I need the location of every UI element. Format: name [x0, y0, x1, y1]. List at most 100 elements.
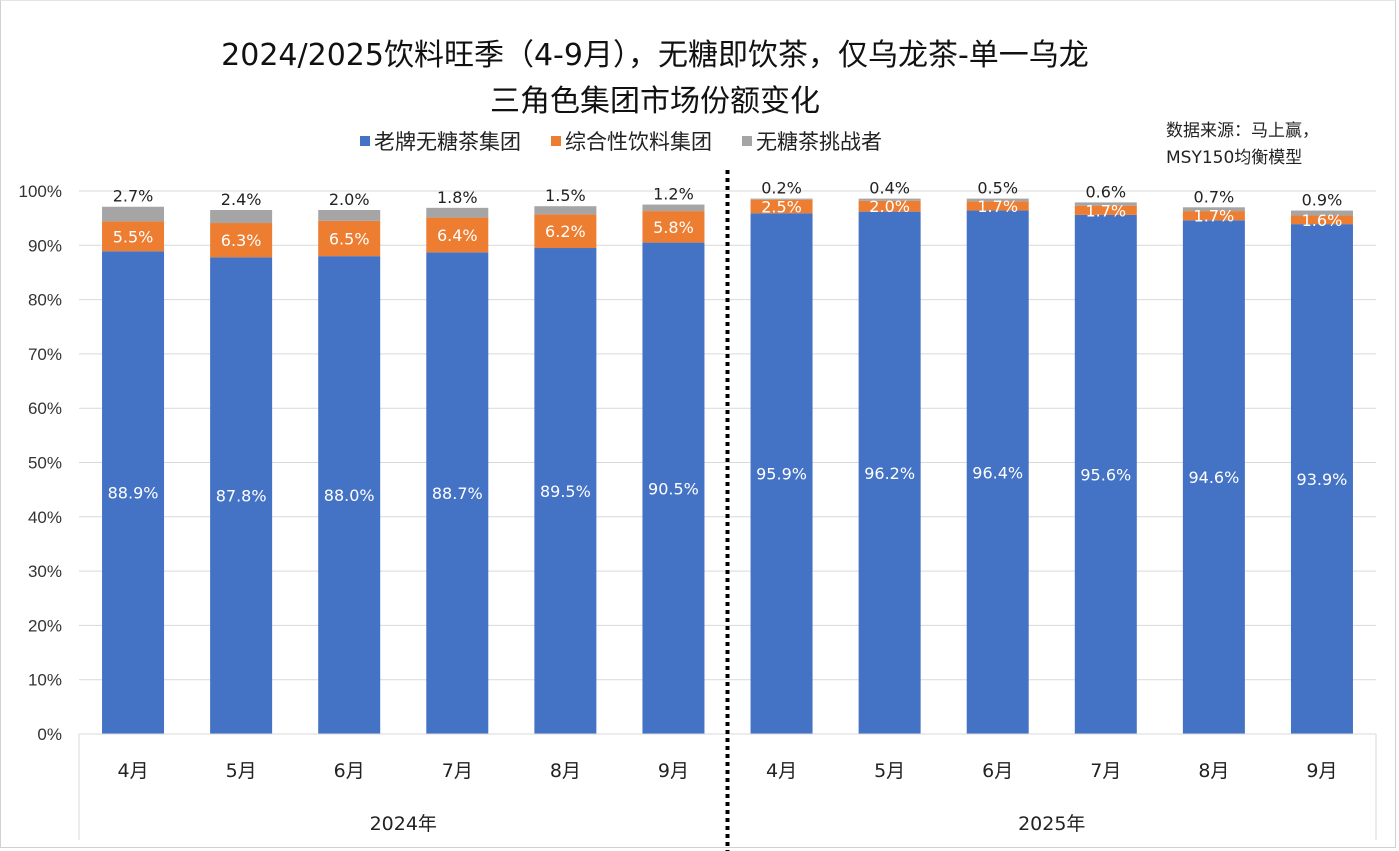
data-label-series-1: 5.8%	[653, 218, 694, 237]
bar-segment-series-0	[966, 210, 1029, 735]
y-tick-label: 50%	[28, 454, 62, 473]
bar-segment-series-1	[858, 200, 921, 212]
data-source-note: 数据来源：马上赢， MSY150均衡模型	[1166, 118, 1319, 172]
bar-segment-series-2	[426, 207, 489, 218]
bar-segment-series-2	[318, 210, 381, 221]
data-label-series-0: 95.6%	[1080, 465, 1131, 484]
x-category-label: 4月	[766, 760, 797, 782]
data-label-series-0: 88.7%	[432, 484, 483, 503]
y-tick-label: 20%	[28, 616, 62, 635]
source-line2: MSY150均衡模型	[1166, 148, 1303, 168]
data-label-series-2: 0.5%	[977, 179, 1018, 198]
bar-segment-series-2	[750, 198, 813, 200]
bar-segment-series-0	[750, 213, 813, 734]
bar-segment-series-0	[318, 256, 381, 734]
data-label-series-1: 1.7%	[1085, 201, 1126, 220]
data-label-series-1: 6.4%	[437, 226, 478, 245]
bar-segment-series-1	[426, 217, 489, 253]
data-label-series-2: 0.2%	[761, 179, 802, 198]
data-labels: 88.9% 5.5% 2.7% 87.8% 6.3% 2.4% 88.0% 6.5% 2.0% 8…	[108, 179, 1348, 506]
data-label-series-2: 1.8%	[437, 188, 478, 207]
legend-label-series-0: 老牌无糖茶集团	[374, 130, 521, 154]
data-label-series-1: 6.5%	[329, 230, 370, 249]
data-label-series-1: 1.6%	[1302, 211, 1343, 230]
y-tick-label: 40%	[28, 508, 62, 527]
data-label-series-2: 1.2%	[653, 185, 694, 204]
y-tick-label: 30%	[28, 562, 62, 581]
data-label-series-0: 94.6%	[1188, 468, 1239, 487]
bar-segment-series-1	[750, 199, 813, 214]
data-label-series-0: 88.9%	[108, 484, 159, 503]
legend-item-series-1: 综合性饮料集团	[551, 126, 712, 156]
bar-segment-series-2	[210, 210, 273, 224]
legend-label-series-2: 无糖茶挑战者	[756, 130, 882, 154]
bar-segment-series-2	[966, 198, 1029, 202]
data-label-series-2: 2.0%	[329, 190, 370, 209]
data-label-series-0: 90.5%	[648, 479, 699, 498]
data-label-series-0: 88.0%	[324, 486, 375, 505]
bar-segment-series-0	[534, 248, 597, 734]
bar-segment-series-0	[858, 211, 921, 734]
legend-item-series-0: 老牌无糖茶集团	[360, 126, 521, 156]
data-label-series-2: 0.7%	[1194, 187, 1235, 206]
x-category-label: 5月	[874, 760, 905, 782]
data-label-series-2: 2.4%	[221, 190, 262, 209]
bar-segment-series-2	[642, 204, 705, 212]
legend: 老牌无糖茶集团 综合性饮料集团 无糖茶挑战者	[360, 127, 912, 155]
bar-segment-series-1	[1290, 215, 1353, 225]
bar-segment-series-0	[642, 242, 705, 734]
y-tick-label: 100%	[19, 182, 62, 201]
chart-title-line2: 三角色集团市场份额变化	[490, 84, 820, 119]
y-tick-label: 90%	[28, 236, 62, 255]
legend-item-series-2: 无糖茶挑战者	[742, 126, 882, 156]
data-label-series-0: 87.8%	[216, 487, 267, 506]
y-tick-label: 70%	[28, 345, 62, 364]
bar-segment-series-2	[1074, 202, 1137, 206]
x-group-label: 2024年	[370, 813, 437, 835]
bar-segment-series-1	[102, 221, 165, 252]
bar-segment-series-0	[1074, 214, 1137, 735]
data-label-series-1: 5.5%	[113, 227, 154, 246]
bar-segment-series-2	[534, 206, 597, 215]
data-label-series-2: 1.5%	[545, 186, 586, 205]
bar-segment-series-1	[966, 201, 1029, 211]
chart-title-line1: 2024/2025饮料旺季（4-9月），无糖即饮茶，仅乌龙茶-单一乌龙	[221, 38, 1089, 73]
y-tick-label: 60%	[28, 399, 62, 418]
data-label-series-0: 93.9%	[1297, 470, 1348, 489]
bar-segment-series-2	[102, 206, 165, 222]
legend-label-series-1: 综合性饮料集团	[565, 130, 712, 154]
x-category-label: 5月	[226, 760, 257, 782]
bar-segment-series-1	[642, 211, 705, 243]
x-axis: 4月 5月 6月 7月 8月 9月 4月 5月 6月 7月 8月 9月 2024年 2025年	[78, 170, 1377, 851]
x-category-label: 6月	[334, 760, 365, 782]
y-tick-label: 0%	[37, 725, 62, 744]
data-label-series-2: 0.9%	[1302, 191, 1343, 210]
data-label-series-0: 96.4%	[972, 463, 1023, 482]
y-axis: 0% 10% 20% 30% 40% 50% 60% 70% 80% 90% 100%	[19, 182, 62, 744]
y-tick-label: 10%	[28, 671, 62, 690]
data-label-series-1: 6.3%	[221, 231, 262, 250]
legend-swatch-series-2	[742, 136, 752, 146]
data-label-series-2: 2.7%	[113, 187, 154, 206]
bar-segment-series-0	[1182, 220, 1245, 734]
x-category-label: 9月	[658, 760, 689, 782]
data-label-series-1: 1.7%	[977, 197, 1018, 216]
bar-segment-series-0	[426, 252, 489, 734]
bars	[102, 198, 1353, 735]
data-label-series-1: 2.5%	[761, 197, 802, 216]
x-category-label: 7月	[442, 760, 473, 782]
bar-segment-series-2	[1290, 210, 1353, 216]
bar-segment-series-0	[210, 257, 273, 734]
data-label-series-0: 89.5%	[540, 482, 591, 501]
bar-segment-series-1	[210, 223, 273, 258]
x-category-label: 8月	[550, 760, 581, 782]
data-label-series-1: 1.7%	[1194, 207, 1235, 226]
y-tick-label: 80%	[28, 291, 62, 310]
data-label-series-1: 2.0%	[869, 197, 910, 216]
source-line1: 数据来源：马上赢，	[1166, 121, 1319, 141]
data-label-series-0: 96.2%	[864, 464, 915, 483]
bar-segment-series-1	[1182, 211, 1245, 221]
bar-segment-series-1	[1074, 205, 1137, 215]
